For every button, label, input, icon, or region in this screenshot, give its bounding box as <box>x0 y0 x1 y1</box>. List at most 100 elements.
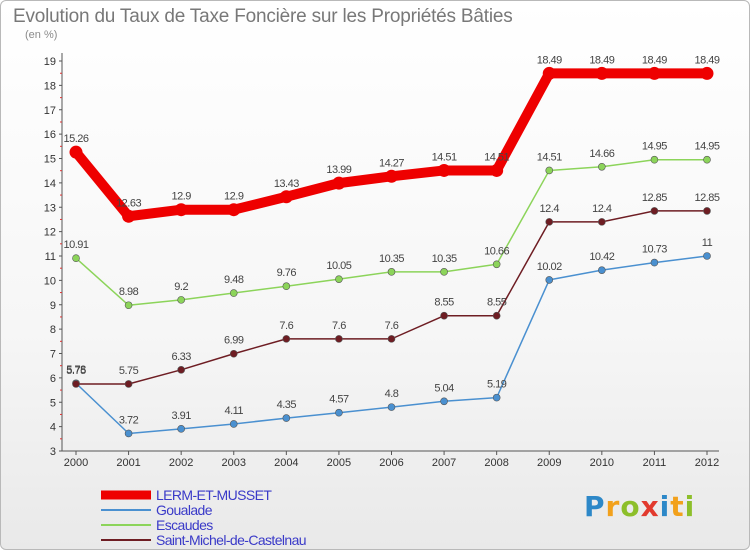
x-tick-label: 2012 <box>695 457 719 469</box>
data-point <box>174 203 188 217</box>
data-point <box>332 176 346 190</box>
x-tick-label: 2005 <box>327 457 351 469</box>
data-point <box>598 162 606 171</box>
data-point <box>69 145 83 159</box>
y-tick-label: 4 <box>50 422 56 434</box>
data-label: 5.75 <box>119 365 139 377</box>
data-point <box>437 163 451 177</box>
data-label: 12.9 <box>224 191 244 203</box>
data-point <box>72 254 80 262</box>
data-label: 12.4 <box>540 203 560 215</box>
proxiti-logo: Proxiti <box>584 490 695 523</box>
data-label: 12.63 <box>116 197 141 209</box>
y-tick-label: 14 <box>44 178 56 190</box>
data-point <box>650 258 659 267</box>
data-label: 13.43 <box>274 178 299 190</box>
data-point <box>440 311 448 320</box>
data-point <box>122 209 136 223</box>
data-point <box>124 380 133 388</box>
data-label: 14.95 <box>694 141 719 153</box>
data-point <box>229 289 238 297</box>
data-point <box>545 276 554 284</box>
y-tick-label: 5 <box>50 397 56 409</box>
logo-letter: x <box>640 490 660 523</box>
data-label: 15.26 <box>63 133 88 145</box>
x-tick-label: 2010 <box>590 457 614 469</box>
data-label: 9.76 <box>277 267 297 279</box>
y-tick-label: 8 <box>50 324 56 336</box>
data-point <box>650 155 659 164</box>
data-label: 18.49 <box>642 54 667 66</box>
x-tick-label: 2011 <box>643 457 667 469</box>
legend-label: Escaudes <box>156 517 213 533</box>
logo-letter: P <box>584 490 606 523</box>
data-label: 3.91 <box>171 410 191 422</box>
x-tick-label: 2006 <box>379 457 403 469</box>
y-tick-label: 18 <box>44 80 56 92</box>
data-label: 6.99 <box>224 335 244 347</box>
data-label: 14.27 <box>379 157 404 169</box>
data-label: 8.55 <box>434 297 454 309</box>
data-label: 10.91 <box>63 239 88 251</box>
y-tick-label: 7 <box>50 349 56 361</box>
data-label: 9.48 <box>224 274 244 286</box>
legend-label: Saint-Michel-de-Castelnau <box>156 532 306 548</box>
data-label: 8.55 <box>487 297 507 309</box>
chart-subtitle: (en %) <box>25 29 58 41</box>
data-label: 6.33 <box>171 351 191 363</box>
y-tick-label: 12 <box>44 227 56 239</box>
data-label: 4.35 <box>277 399 297 411</box>
data-label: 10.35 <box>432 253 457 265</box>
data-point <box>440 268 448 276</box>
data-point <box>598 266 606 274</box>
x-tick-label: 2007 <box>432 457 456 469</box>
data-label: 7.6 <box>385 320 399 332</box>
y-tick-label: 16 <box>44 129 56 141</box>
data-label: 14.51 <box>432 151 457 163</box>
data-label: 13.99 <box>326 164 351 176</box>
data-label: 3.72 <box>119 414 139 426</box>
logo-letter: i <box>684 490 696 523</box>
data-label: 14.51 <box>537 151 562 163</box>
data-label: 4.11 <box>224 405 243 417</box>
data-label: 10.73 <box>642 244 667 256</box>
data-point <box>598 218 606 226</box>
data-point <box>387 268 396 276</box>
y-tick-label: 11 <box>45 251 56 263</box>
data-label: 12.85 <box>642 192 667 204</box>
data-label: 5.75 <box>66 365 86 377</box>
data-point <box>700 66 714 80</box>
data-label: 18.49 <box>694 54 719 66</box>
data-label: 14.66 <box>589 148 614 160</box>
data-label: 12.9 <box>171 191 191 203</box>
data-point <box>703 155 711 164</box>
y-tick-label: 10 <box>44 275 56 287</box>
data-label: 10.35 <box>379 253 404 265</box>
data-point <box>492 393 501 402</box>
data-point <box>124 429 133 438</box>
data-label: 10.02 <box>537 261 562 273</box>
data-point <box>492 260 501 269</box>
x-tick-label: 2003 <box>222 457 246 469</box>
data-point <box>703 207 711 215</box>
data-label: 12.4 <box>592 203 612 215</box>
logo-letter: r <box>605 490 621 523</box>
data-label: 14.95 <box>642 141 667 153</box>
data-point <box>385 169 398 183</box>
data-label: 10.66 <box>484 245 509 257</box>
data-label: 7.6 <box>279 320 293 332</box>
data-label: 5.19 <box>487 379 507 391</box>
y-tick-label: 13 <box>44 202 56 214</box>
data-point <box>647 66 661 80</box>
data-point <box>335 335 343 343</box>
data-point <box>387 335 396 343</box>
x-tick-label: 2002 <box>169 457 193 469</box>
data-point <box>545 166 554 175</box>
data-label: 18.49 <box>537 54 562 66</box>
data-point <box>229 420 238 428</box>
x-tick-label: 2004 <box>274 457 298 469</box>
y-tick-label: 19 <box>44 56 56 68</box>
data-point <box>177 366 185 374</box>
